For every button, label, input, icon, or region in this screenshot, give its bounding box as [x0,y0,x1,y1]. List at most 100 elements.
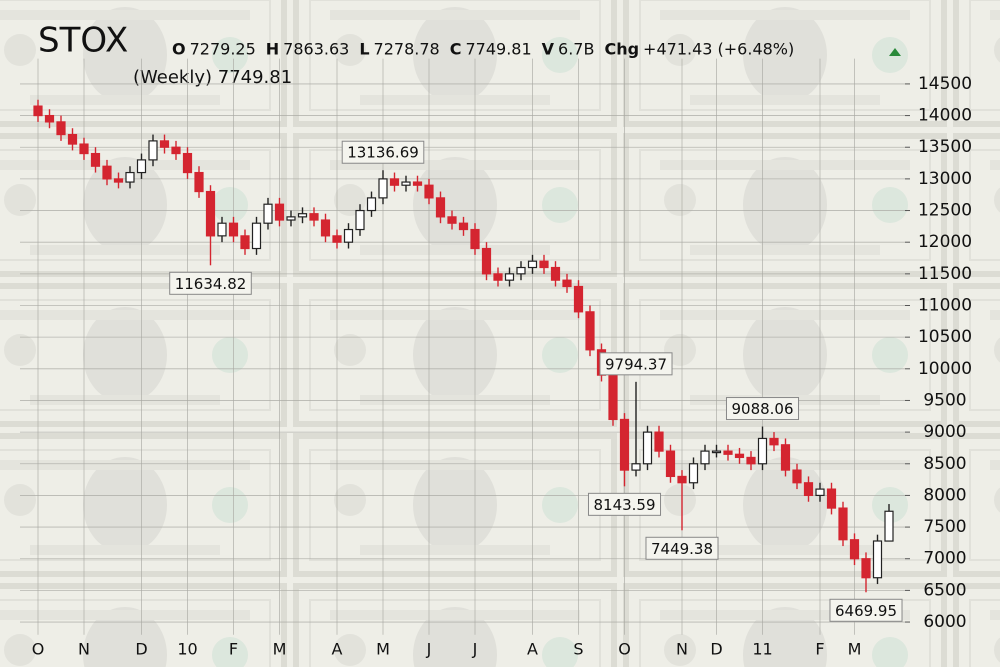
candle-body [769,437,779,446]
annotation: 9088.06 [725,397,800,421]
candle-body [562,279,572,288]
candle-body [332,235,342,243]
candle-body [734,453,745,459]
candle-body [251,222,262,250]
y-tick-label: 13000 [918,169,972,189]
y-tick-label: 10000 [918,359,972,379]
annotation-box [725,397,800,421]
candle-body [125,171,135,183]
x-tick-label: O [32,640,45,659]
candle-body [435,197,446,218]
x-tick-label: O [618,640,631,659]
candle-body [378,178,388,199]
x-tick-label: D [135,640,147,659]
header-label: H [266,40,279,59]
candle-body [631,463,641,471]
candle-body [516,266,526,275]
candle-body [136,159,147,174]
candle-body [688,463,699,484]
x-tick-label: M [273,640,287,659]
annotation-label: 13136.69 [347,144,419,162]
annotation-box [169,271,252,295]
candle-body [585,311,595,351]
x-tick-label: J [426,640,432,659]
candle-body [366,197,377,212]
candle-body [182,152,193,174]
candle-body [286,216,296,221]
candle-body [470,228,480,250]
candle-body [309,213,319,221]
candle-body [539,260,549,269]
annotation-label: 8143.59 [593,496,655,514]
annotation: 9794.37 [599,352,673,376]
x-tick-label: N [676,640,688,659]
candle-body [320,219,331,237]
annotation-box [829,598,903,622]
candle-body [44,114,55,123]
candle-body [228,222,239,237]
x-tick-label: A [332,640,343,659]
candle-body [148,140,158,161]
annotation: 7449.38 [645,536,719,560]
annotation: 8143.59 [587,492,662,516]
candle-body [746,456,756,465]
x-tick-label: A [527,640,538,659]
annotation: 13136.69 [341,140,425,164]
chart-subtitle: (Weekly) 7749.81 [133,67,292,88]
candle-body [723,450,733,455]
header-value: 6.7B [558,40,594,59]
candle-body [700,450,710,465]
candle-body [263,203,273,224]
y-tick-label: 6000 [923,612,966,632]
up-arrow [889,48,901,56]
x-tick-label: F [229,640,238,659]
y-tick-label: 8000 [923,485,966,505]
candle-body [401,181,411,186]
annotation-label: 7449.38 [651,540,713,558]
x-tick-label: M [376,640,390,659]
candle-body [67,133,78,145]
candle-body [205,190,216,237]
candle-body [861,558,871,579]
header-label: Chg [604,40,639,59]
candle-body [677,475,687,484]
candle-body [240,235,250,250]
header-label: L [359,40,369,59]
y-tick-label: 9500 [923,390,966,410]
candle-body [33,105,43,117]
y-tick-label: 12000 [918,232,972,252]
candle-body [458,222,469,231]
y-tick-label: 13500 [918,137,972,157]
candle-body [113,178,124,183]
chart-title: STOX [38,21,128,61]
candle-body [424,184,434,199]
candle-body [217,222,227,237]
header-label: O [172,40,186,59]
y-tick-label: 6500 [923,580,966,600]
candle-body [665,450,676,478]
x-tick-label: F [815,640,824,659]
candle-body [815,488,825,497]
candle-body [79,143,89,155]
candle-body [527,260,538,269]
candle-body [493,273,503,281]
candle-body [780,444,791,471]
candle-body [711,450,722,454]
x-tick-label: M [848,640,862,659]
candle-body [550,266,561,281]
x-tick-label: 11 [752,640,772,659]
header-value: 7749.81 [465,40,531,59]
header-label: C [450,40,462,59]
header-value: 7863.63 [283,40,349,59]
candle-body [171,146,181,155]
y-tick-label: 12500 [918,201,972,221]
candle-body [56,121,66,136]
candle-body [389,178,400,186]
header-label: V [542,40,555,59]
candle-body [343,228,354,243]
y-tick-label: 14500 [918,74,972,94]
candle-body [274,203,285,221]
header-value: 7279.25 [190,40,256,59]
candle-body [872,540,883,579]
